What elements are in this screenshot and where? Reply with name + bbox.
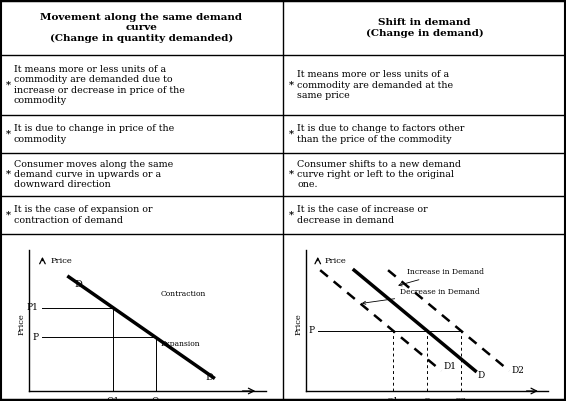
Text: Price: Price — [294, 313, 302, 335]
Text: Q: Q — [152, 396, 159, 401]
Text: It is due to change to factors other
than the price of the commodity: It is due to change to factors other tha… — [297, 124, 464, 144]
Text: *: * — [289, 211, 294, 219]
Text: Q1: Q1 — [106, 396, 119, 401]
Text: *: * — [289, 81, 294, 89]
Text: Decrease in Demand: Decrease in Demand — [363, 288, 480, 304]
Text: *: * — [289, 130, 294, 138]
Text: P1: P1 — [27, 303, 38, 312]
Text: It means more or less units of a
commodity are demanded due to
increase or decre: It means more or less units of a commodi… — [14, 65, 185, 105]
Text: *: * — [6, 211, 11, 219]
Text: D: D — [74, 279, 82, 289]
Text: Price: Price — [50, 257, 72, 265]
Text: D1: D1 — [444, 362, 457, 371]
Text: Increase in Demand: Increase in Demand — [399, 268, 484, 286]
Text: Contraction: Contraction — [161, 290, 206, 298]
Text: P: P — [308, 326, 314, 335]
Text: Consumer moves along the same
demand curve in upwards or a
downward direction: Consumer moves along the same demand cur… — [14, 160, 173, 189]
Text: *: * — [6, 130, 11, 138]
Text: It is due to change in price of the
commodity: It is due to change in price of the comm… — [14, 124, 174, 144]
Text: Price: Price — [18, 313, 25, 335]
Text: Price: Price — [325, 257, 347, 265]
Text: It means more or less units of a
commodity are demanded at the
same price: It means more or less units of a commodi… — [297, 70, 453, 100]
Text: D: D — [478, 371, 485, 380]
Text: Consumer shifts to a new demand
curve right or left to the original
one.: Consumer shifts to a new demand curve ri… — [297, 160, 461, 189]
Text: Movement along the same demand
curve
(Change in quantity demanded): Movement along the same demand curve (Ch… — [41, 13, 242, 43]
Text: *: * — [289, 170, 294, 179]
Text: *: * — [6, 81, 11, 89]
Text: Q: Q — [423, 396, 430, 401]
Text: It is the case of increase or
decrease in demand: It is the case of increase or decrease i… — [297, 205, 428, 225]
Text: D: D — [205, 373, 213, 382]
Text: P: P — [32, 333, 38, 342]
Text: Shift in demand
(Change in demand): Shift in demand (Change in demand) — [366, 18, 483, 38]
Text: Expansion: Expansion — [161, 340, 200, 348]
Text: *: * — [6, 170, 11, 179]
Text: D2: D2 — [512, 367, 525, 375]
Text: It is the case of expansion or
contraction of demand: It is the case of expansion or contracti… — [14, 205, 152, 225]
Text: Q2: Q2 — [454, 396, 467, 401]
Text: Q1: Q1 — [387, 396, 399, 401]
